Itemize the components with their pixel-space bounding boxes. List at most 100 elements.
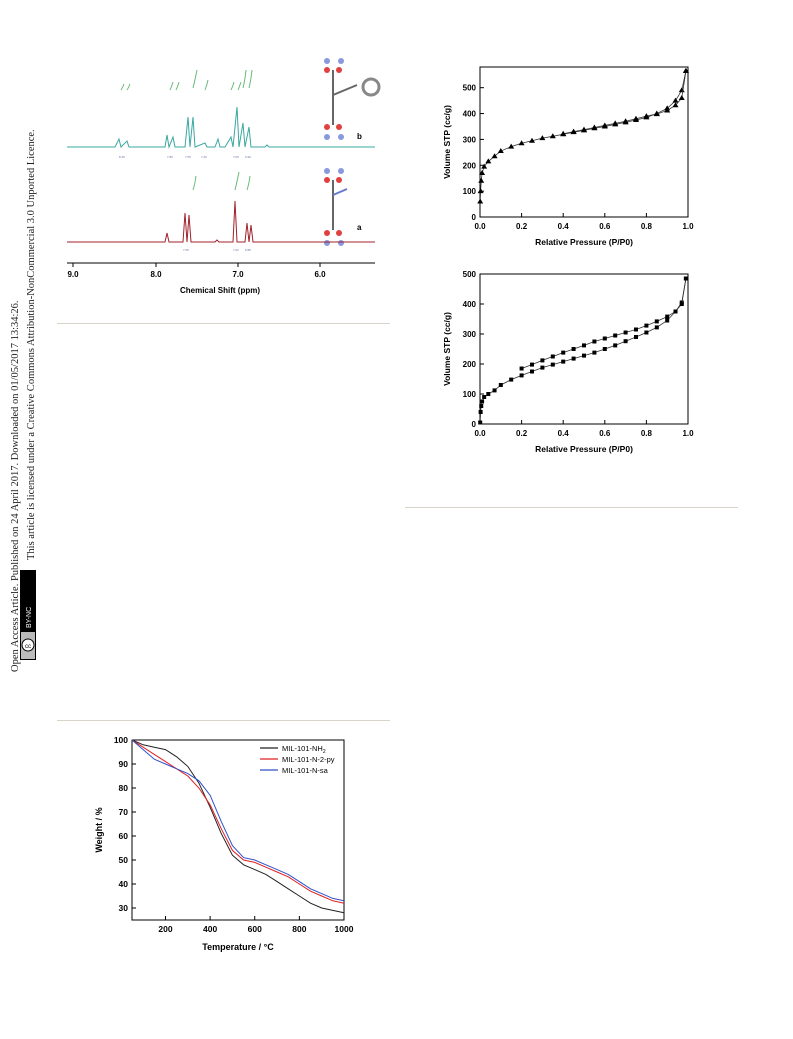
data-point	[592, 350, 597, 355]
cc-license-badge[interactable]: cc BY-NC	[20, 570, 36, 660]
data-point	[561, 350, 566, 355]
data-point	[477, 188, 484, 194]
isotherm-chart-1: 0.0 0.2 0.4 0.6 0.8 1.0 0 100 200 300 400 500 Relati…	[442, 66, 694, 247]
data-point	[570, 128, 577, 134]
nmr-tick-label: 9.0	[67, 270, 79, 279]
data-point	[519, 373, 524, 378]
data-point	[634, 335, 638, 339]
data-point	[678, 87, 685, 93]
svg-text:7.40: 7.40	[201, 155, 207, 159]
svg-text:7.05: 7.05	[233, 155, 239, 159]
svg-text:7.55: 7.55	[185, 155, 191, 159]
svg-text:7.02: 7.02	[233, 248, 239, 252]
integral-marks-a	[192, 171, 251, 191]
data-point	[633, 115, 639, 121]
x-tick-label: 800	[292, 924, 306, 934]
x-tick-label: 0.6	[599, 222, 611, 231]
peak-labels-a: 7.65 7.02 6.88	[183, 248, 251, 252]
svg-text:7.65: 7.65	[183, 248, 189, 252]
x-tick-label: 0.8	[641, 429, 653, 438]
data-point	[602, 347, 607, 351]
data-point	[509, 377, 514, 382]
data-point	[582, 343, 586, 348]
series-line	[479, 70, 687, 202]
x-tick-label: 0.4	[558, 222, 570, 231]
x-tick-label: 1.0	[682, 222, 694, 231]
svg-text:8.45: 8.45	[119, 155, 125, 159]
data-point	[508, 143, 515, 149]
series-line	[131, 739, 345, 904]
data-point	[478, 177, 485, 183]
y-tick-label: 30	[119, 903, 129, 913]
data-point	[492, 388, 497, 393]
nmr-tick-label: 6.0	[314, 270, 326, 279]
plot-frame	[479, 66, 689, 218]
section-divider	[57, 323, 390, 324]
y-tick-label: 500	[463, 84, 477, 93]
y-axis-label: Weight / %	[94, 807, 104, 852]
y-tick-label: 400	[463, 110, 477, 119]
section-divider	[405, 507, 738, 508]
data-point	[613, 343, 618, 348]
y-tick-label: 50	[119, 855, 129, 865]
spectrum-a-line	[67, 200, 375, 243]
data-point	[478, 410, 483, 414]
y-tick-label: 60	[119, 831, 129, 841]
data-point	[478, 420, 483, 425]
x-axis-label: Temperature / °C	[202, 942, 274, 952]
data-point	[479, 404, 484, 408]
nmr-x-axis-label: Chemical Shift (ppm)	[180, 286, 260, 295]
data-point	[665, 314, 670, 319]
data-point	[672, 97, 679, 103]
y-tick-label: 200	[463, 360, 477, 369]
data-point	[678, 95, 685, 101]
y-tick-label: 300	[463, 330, 477, 339]
x-tick-label: 0.2	[516, 429, 528, 438]
x-tick-label: 400	[203, 924, 217, 934]
nmr-ticks	[72, 263, 321, 267]
data-point	[491, 153, 498, 159]
y-axis-label: Volume STP (cc/g)	[442, 105, 452, 179]
x-tick-label: 0.6	[599, 429, 611, 438]
data-point	[498, 383, 503, 387]
x-tick-label: 200	[158, 924, 172, 934]
data-point	[529, 137, 535, 143]
data-point	[477, 198, 484, 204]
legend-label: MIL-101-N-2-py	[282, 755, 335, 764]
isotherm-chart-2: 0.0 0.2 0.4 0.6 0.8 1.0 0 100 200 300 400 500 Relati…	[442, 270, 694, 454]
integral-marks-b	[120, 69, 253, 91]
data-point	[497, 148, 504, 154]
spectrum-b-label: b	[357, 132, 362, 141]
data-point	[602, 336, 607, 341]
tga-chart: 200 400 600 800 1000 30 40 50 60 70 80 90 100 MIL-101…	[94, 735, 354, 952]
data-point	[582, 353, 586, 358]
x-tick-label: 1.0	[682, 429, 694, 438]
data-point	[672, 102, 679, 108]
y-tick-label: 100	[463, 390, 477, 399]
nmr-tick-label: 8.0	[150, 270, 162, 279]
license-text: This article is licensed under a Creativ…	[26, 129, 37, 560]
data-point	[550, 354, 555, 359]
series-line	[131, 739, 345, 914]
y-tick-label: 300	[463, 135, 477, 144]
data-point	[561, 359, 566, 364]
data-point	[682, 67, 689, 73]
svg-text:6.90: 6.90	[245, 155, 251, 159]
y-tick-label: 90	[119, 759, 129, 769]
data-point	[653, 111, 660, 117]
data-point	[530, 369, 534, 374]
series-line	[479, 278, 687, 423]
data-point	[683, 276, 688, 281]
data-point	[479, 170, 486, 176]
plot-frame	[479, 273, 689, 425]
data-point	[518, 140, 525, 146]
spectrum-b-line	[67, 106, 375, 149]
data-point	[612, 120, 619, 126]
data-point	[591, 124, 598, 130]
data-point	[623, 330, 628, 335]
nmr-tick-label: 7.0	[232, 270, 244, 279]
x-axis-label: Relative Pressure (P/P0)	[535, 444, 633, 454]
data-point	[486, 392, 491, 396]
data-point	[530, 362, 534, 367]
series-line	[521, 278, 687, 369]
